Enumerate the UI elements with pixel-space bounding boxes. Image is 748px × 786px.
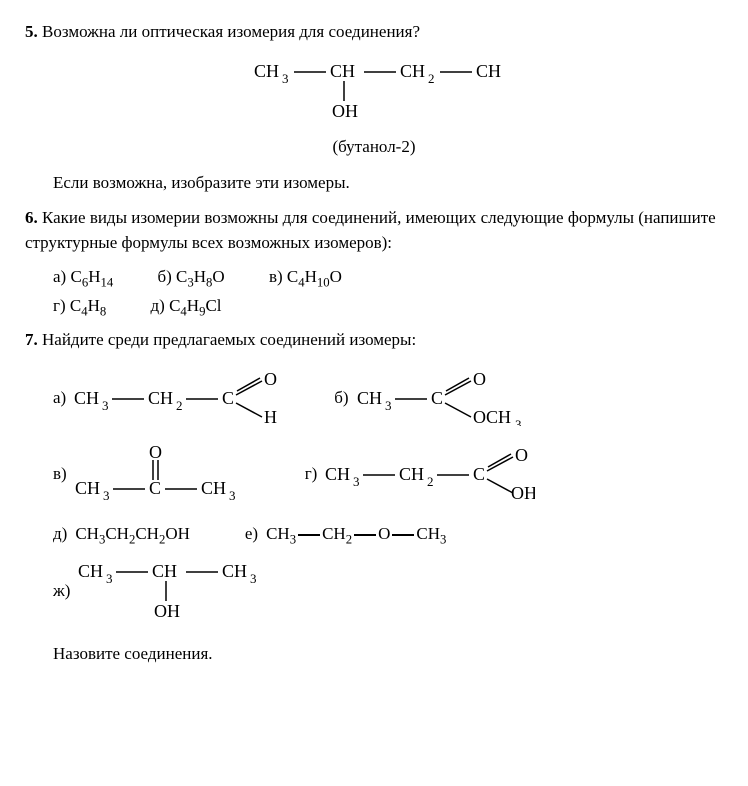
svg-text:CH: CH: [222, 561, 247, 581]
svg-text:OH: OH: [332, 101, 358, 121]
svg-text:CH: CH: [399, 464, 424, 484]
svg-text:OH: OH: [511, 483, 535, 502]
svg-text:CH: CH: [75, 478, 100, 498]
svg-text:C: C: [473, 464, 485, 484]
q7-e-formula: CH3CH2OCH3: [266, 522, 446, 547]
question-6: 6. Какие виды изомерии возможны для соед…: [25, 206, 723, 255]
svg-text:3: 3: [385, 398, 392, 413]
question-5: 5. Возможна ли оптическая изомерия для с…: [25, 20, 723, 45]
svg-text:O: O: [473, 371, 486, 389]
q6-row1: а) C6H14 б) C3H8O в) C4H10O: [53, 265, 723, 290]
svg-text:C: C: [222, 388, 234, 408]
svg-text:CH: CH: [254, 61, 279, 81]
struct-b: CH 3 C O OCH 3: [357, 371, 527, 426]
svg-text:CH: CH: [357, 388, 382, 408]
svg-text:CH: CH: [74, 388, 99, 408]
q7-row-vg: в) CH 3 C CH 3 O г) CH 3 CH 2 C O: [53, 444, 723, 504]
q5-structure: CH 3 CH CH 2 CH 3 OH: [25, 57, 723, 127]
q7-e: е) CH3CH2OCH3: [245, 522, 447, 547]
q7-row-ab: а) CH 3 CH 2 C O H б) CH 3 C O OCH: [53, 371, 723, 426]
q5-num: 5.: [25, 22, 38, 41]
svg-text:3: 3: [229, 488, 236, 503]
svg-text:CH: CH: [330, 61, 355, 81]
svg-text:O: O: [264, 371, 277, 389]
svg-text:C: C: [431, 388, 443, 408]
q6-text: Какие виды изомерии возможны для соедине…: [25, 208, 716, 252]
struct-v: CH 3 C CH 3 O: [75, 444, 250, 504]
q7-num: 7.: [25, 330, 38, 349]
svg-text:CH: CH: [400, 61, 425, 81]
q6-row2: г) C4H8 д) C4H9Cl: [53, 294, 723, 319]
struct-a: CH 3 CH 2 C O H: [74, 371, 279, 426]
svg-text:3: 3: [282, 71, 289, 86]
question-7: 7. Найдите среди предлагаемых соединений…: [25, 328, 723, 353]
svg-text:3: 3: [106, 571, 113, 586]
svg-text:CH: CH: [325, 464, 350, 484]
q7-b: б) CH 3 C O OCH 3: [334, 371, 526, 426]
q6-d: д) C4H9Cl: [151, 294, 222, 319]
q5-after: Если возможна, изобразите эти изомеры.: [53, 171, 723, 196]
q6-v: в) C4H10O: [269, 265, 342, 290]
q6-num: 6.: [25, 208, 38, 227]
svg-text:2: 2: [428, 71, 435, 86]
q5-caption: (бутанол-2): [25, 135, 723, 160]
svg-text:C: C: [149, 478, 161, 498]
q7-d: д) CH3CH2CH2OH: [53, 522, 190, 547]
svg-text:CH: CH: [148, 388, 173, 408]
svg-text:OH: OH: [154, 601, 180, 621]
q7-zh: ж) CH 3 CH CH 3 OH: [53, 559, 273, 624]
q7-v: в) CH 3 C CH 3 O: [53, 444, 250, 504]
svg-text:O: O: [149, 444, 162, 462]
q7-a: а) CH 3 CH 2 C O H: [53, 371, 279, 426]
svg-text:H: H: [264, 407, 277, 426]
svg-text:CH: CH: [201, 478, 226, 498]
svg-text:3: 3: [515, 417, 522, 426]
q6-g: г) C4H8: [53, 294, 106, 319]
svg-text:O: O: [515, 447, 528, 465]
q7-row-zh: ж) CH 3 CH CH 3 OH: [53, 559, 723, 624]
svg-text:2: 2: [427, 474, 434, 489]
q6-b: б) C3H8O: [157, 265, 224, 290]
svg-text:3: 3: [353, 474, 360, 489]
svg-text:CH: CH: [78, 561, 103, 581]
svg-text:OCH: OCH: [473, 407, 511, 426]
svg-text:CH: CH: [476, 61, 501, 81]
svg-text:2: 2: [176, 398, 183, 413]
svg-text:3: 3: [103, 488, 110, 503]
q7-text: Найдите среди предлагаемых соединений из…: [42, 330, 416, 349]
q7-row-de: д) CH3CH2CH2OH е) CH3CH2OCH3: [53, 522, 723, 547]
svg-text:3: 3: [250, 571, 257, 586]
svg-text:CH: CH: [152, 561, 177, 581]
q7-after: Назовите соединения.: [53, 642, 723, 667]
q7-g: г) CH 3 CH 2 C O OH: [305, 447, 536, 502]
q6-a: а) C6H14: [53, 265, 113, 290]
q5-text: Возможна ли оптическая изомерия для соед…: [42, 22, 420, 41]
svg-text:3: 3: [102, 398, 109, 413]
q7-d-formula: CH3CH2CH2OH: [75, 522, 190, 547]
struct-zh: CH 3 CH CH 3 OH: [78, 559, 273, 624]
struct-g: CH 3 CH 2 C O OH: [325, 447, 535, 502]
butanol-2-structure: CH 3 CH CH 2 CH 3 OH: [244, 57, 504, 127]
